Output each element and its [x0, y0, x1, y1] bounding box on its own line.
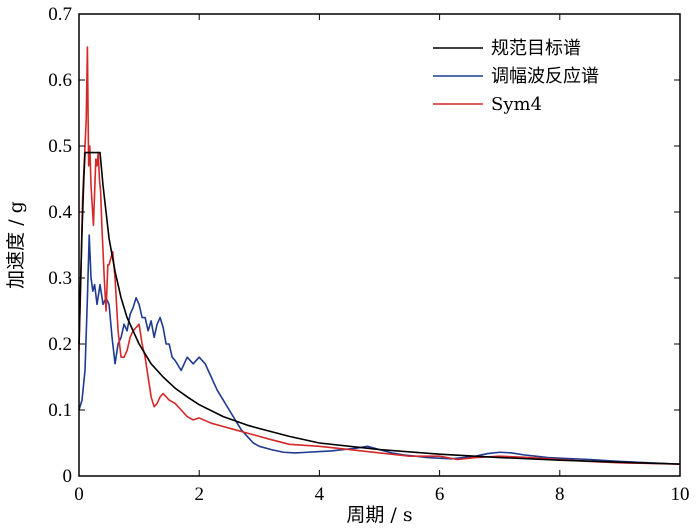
x-tick-label: 10: [671, 484, 690, 505]
axis-ticks: 0 2 4 6 8 10 0 0.1 0.2 0.3 0.4 0.5 0.6 0.7: [48, 4, 689, 505]
y-tick-label: 0.3: [48, 268, 72, 289]
x-tick-label: 6: [435, 484, 445, 505]
series-line-0: [78, 151, 681, 465]
y-tick-label: 0.7: [48, 4, 72, 25]
plot-frame: [78, 13, 681, 477]
x-axis-title: 周期 / s: [346, 504, 412, 526]
series-lines: [78, 46, 681, 465]
x-tick-label: 4: [315, 484, 325, 505]
legend-label: 规范目标谱: [491, 38, 581, 59]
y-tick-label: 0: [63, 466, 73, 487]
legend-label: Sym4: [491, 94, 542, 115]
y-tick-label: 0.5: [48, 136, 72, 157]
y-tick-label: 0.4: [48, 202, 72, 223]
series-line-2: [78, 46, 681, 465]
y-tick-label: 0.2: [48, 334, 72, 355]
x-tick-label: 8: [555, 484, 565, 505]
legend-label: 调幅波反应谱: [491, 66, 599, 87]
y-tick-label: 0.1: [48, 400, 72, 421]
y-tick-label: 0.6: [48, 70, 72, 91]
x-tick-label: 0: [74, 484, 84, 505]
series-line-1: [78, 234, 681, 465]
y-axis-title: 加速度 / g: [5, 201, 27, 289]
x-tick-label: 2: [194, 484, 204, 505]
